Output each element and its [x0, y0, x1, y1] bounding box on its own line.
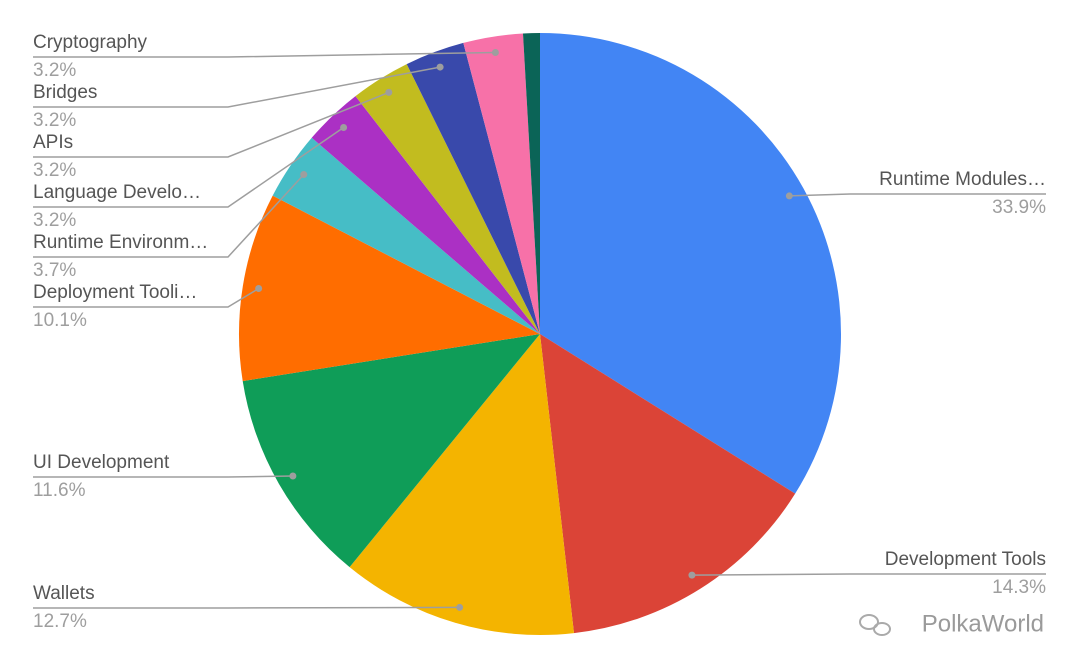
- slice-label: Cryptography: [33, 32, 148, 53]
- pie-slice: [355, 64, 540, 334]
- leader-dot: [289, 472, 297, 480]
- pie-slice: [540, 33, 841, 494]
- slice-value-label: 3.2%: [33, 110, 76, 131]
- slice-label: Wallets: [33, 583, 95, 604]
- leader-line: [33, 91, 390, 158]
- slice-label: Deployment Tooli…: [33, 282, 197, 303]
- pie-slice: [406, 42, 540, 334]
- leader-line: [33, 126, 345, 208]
- slice-value-label: 12.7%: [33, 611, 87, 632]
- leader-line: [33, 66, 441, 108]
- leader-dot: [456, 603, 464, 611]
- watermark: PolkaWorld: [859, 610, 1044, 637]
- pie-slice: [522, 33, 540, 334]
- pie-slice: [311, 96, 540, 335]
- slice-value-label: 10.1%: [33, 310, 87, 331]
- leader-dot: [491, 49, 499, 57]
- slice-label: APIs: [33, 132, 73, 153]
- leader-line: [789, 193, 1046, 197]
- pie-slice: [239, 195, 540, 382]
- leader-line: [33, 475, 293, 478]
- watermark-text: PolkaWorld: [922, 610, 1044, 637]
- leader-line: [33, 287, 260, 308]
- pie-slice: [463, 33, 540, 334]
- leader-line: [33, 51, 496, 58]
- leader-dot: [436, 63, 444, 71]
- leader-dot: [785, 192, 793, 200]
- leader-dot: [385, 88, 393, 96]
- slice-label: UI Development: [33, 452, 170, 473]
- leader-line: [33, 174, 305, 258]
- slice-value-label: 14.3%: [992, 577, 1046, 598]
- slice-label: Language Develo…: [33, 182, 201, 203]
- leader-line: [33, 606, 460, 609]
- slice-label: Bridges: [33, 82, 97, 103]
- slice-value-label: 33.9%: [992, 197, 1046, 218]
- slice-label: Runtime Environm…: [33, 232, 208, 253]
- leader-dot: [340, 123, 348, 131]
- slice-value-label: 3.7%: [33, 260, 76, 281]
- slice-value-label: 11.6%: [33, 480, 86, 501]
- leader-line: [691, 573, 1046, 576]
- leader-dot: [300, 171, 308, 179]
- slice-value-label: 3.2%: [33, 160, 76, 181]
- slice-value-label: 3.2%: [33, 210, 76, 231]
- slice-label: Development Tools: [885, 549, 1046, 570]
- pie-slice: [540, 334, 796, 634]
- pie-slice: [272, 137, 540, 334]
- pie-slice: [242, 334, 540, 568]
- slice-label: Runtime Modules…: [879, 169, 1046, 190]
- slice-value-label: 3.2%: [33, 60, 76, 81]
- pie-slice: [349, 334, 574, 635]
- leader-dot: [688, 571, 696, 579]
- leader-dot: [255, 285, 263, 293]
